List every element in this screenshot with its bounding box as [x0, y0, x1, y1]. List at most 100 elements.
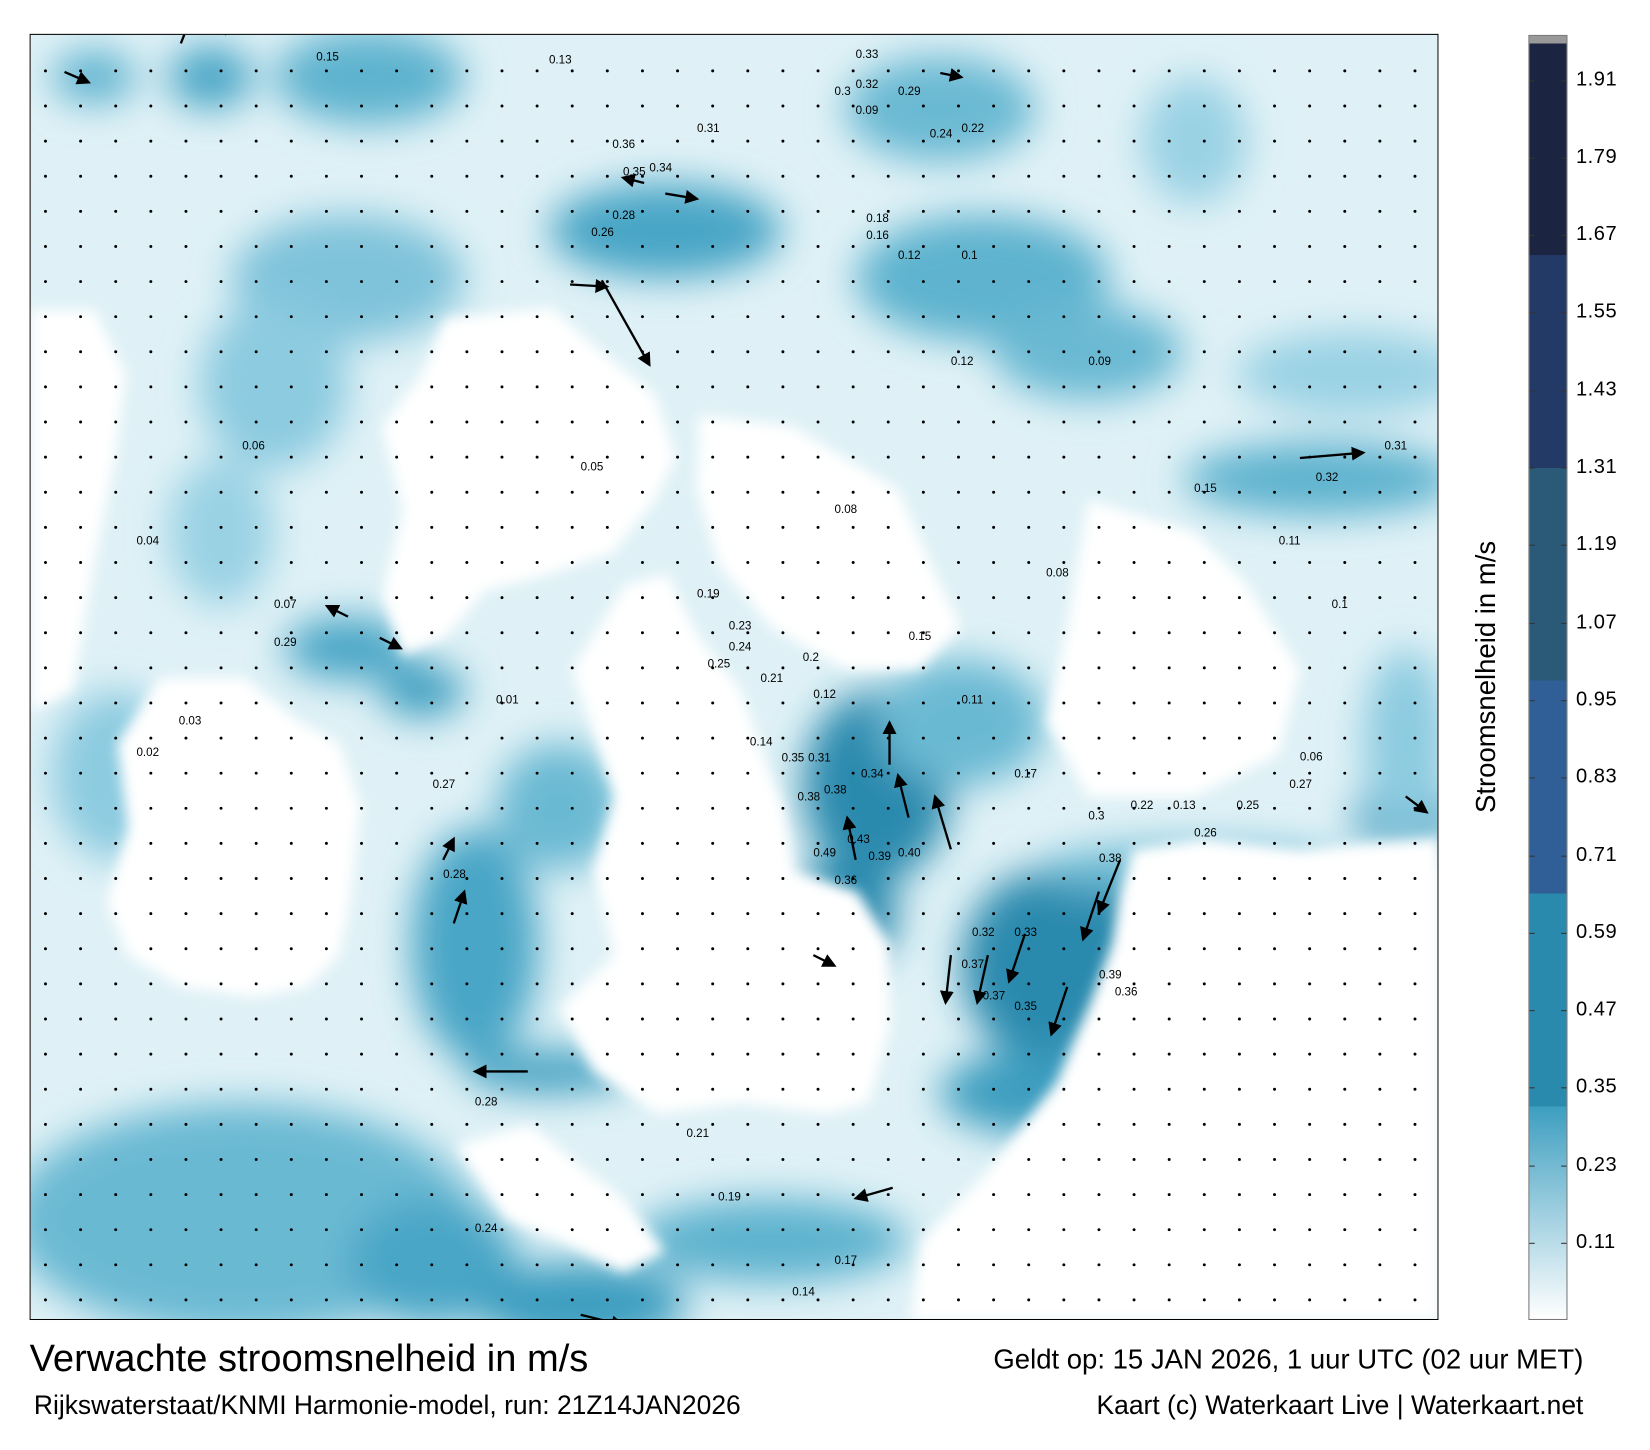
current-vector-dot: [1097, 69, 1101, 73]
colorbar-tick-label: 0.59: [1575, 921, 1618, 944]
current-vector-dot: [1273, 420, 1277, 424]
current-vector-dot: [430, 280, 434, 284]
current-vector-dot: [254, 455, 258, 459]
current-vector-dot: [676, 1298, 680, 1302]
current-vector-dot: [535, 420, 539, 424]
current-vector-dot: [957, 806, 960, 810]
current-vector-dot: [992, 1052, 996, 1056]
current-vector-dot: [851, 420, 855, 424]
current-vector-dot: [430, 1298, 434, 1302]
current-vector-dot: [746, 771, 750, 775]
current-vector-dot: [781, 420, 785, 424]
current-vector-dot: [184, 912, 188, 916]
colorbar-tick-label: 0.23: [1575, 1153, 1618, 1176]
current-vector-dot: [746, 1193, 750, 1197]
current-vector-dot: [676, 280, 680, 284]
speed-label: 0.17: [1014, 767, 1037, 780]
current-vector-dot: [711, 596, 715, 600]
speed-label: 0.27: [433, 778, 456, 791]
current-vector-dot: [1027, 209, 1031, 213]
current-vector-dot: [1343, 1157, 1347, 1161]
current-vector-dot: [1062, 1157, 1066, 1161]
current-vector-dot: [992, 280, 996, 284]
current-vector-dot: [219, 736, 223, 740]
current-vector-dot: [570, 561, 574, 564]
current-vector-dot: [1308, 1228, 1312, 1232]
current-vector-dot: [1062, 947, 1066, 951]
speed-label: 0.29: [274, 636, 297, 649]
current-vector-dot: [605, 561, 609, 564]
current-vector-dot: [1202, 209, 1206, 213]
current-vector-dot: [360, 1157, 364, 1161]
current-vector-dot: [1237, 1122, 1241, 1126]
current-vector-dot: [1062, 244, 1066, 248]
current-vector-dot: [711, 455, 715, 459]
current-vector-dot: [219, 596, 223, 600]
current-vector-dot: [1027, 315, 1031, 319]
current-vector-dot: [1167, 280, 1171, 284]
colorbar-tick-mark: [1529, 157, 1535, 159]
current-vector-dot: [676, 385, 680, 389]
current-vector-dot: [500, 912, 504, 916]
current-vector-dot: [851, 596, 855, 600]
current-vector-dot: [1343, 1052, 1347, 1056]
current-vector-dot: [992, 174, 996, 178]
speed-label: 0.28: [475, 1095, 498, 1108]
current-vector-dot: [921, 1052, 925, 1056]
current-vector-dot: [605, 139, 609, 143]
current-vector-dot: [851, 701, 855, 705]
current-vector-dot: [1132, 666, 1136, 670]
current-vector-dot: [1132, 1157, 1136, 1161]
current-vector-dot: [1343, 736, 1347, 740]
current-vector-dot: [395, 1122, 399, 1126]
current-vector-dot: [1343, 69, 1347, 73]
current-vector-dot: [1308, 174, 1312, 178]
current-vector-dot: [1308, 209, 1312, 213]
current-vector-dot: [676, 701, 680, 705]
current-vector-dot: [360, 1017, 364, 1021]
current-vector-dot: [1343, 841, 1347, 845]
current-vector-dot: [219, 701, 223, 705]
current-vector-dot: [500, 806, 504, 810]
current-vector-dot: [149, 244, 153, 248]
current-vector-dot: [921, 455, 925, 459]
current-vector-dot: [992, 385, 996, 389]
current-vector-dot: [500, 174, 504, 178]
current-vector-dot: [711, 631, 715, 635]
current-vector-dot: [324, 982, 328, 986]
current-vector-dot: [79, 1157, 83, 1161]
colorbar-tick-mark: [1561, 1242, 1567, 1244]
current-vector-dot: [1132, 1263, 1136, 1267]
current-vector-dot: [816, 490, 820, 494]
current-vector-dot: [957, 947, 960, 951]
current-vector-dot: [851, 771, 855, 775]
current-vector-dot: [254, 701, 258, 705]
current-vector-dot: [1308, 982, 1312, 986]
current-arrow: [842, 815, 857, 861]
current-vector-dot: [746, 315, 750, 319]
current-vector-dot: [992, 1263, 996, 1267]
current-vector-dot: [114, 420, 118, 424]
current-vector-dot: [254, 1298, 258, 1302]
current-vector-dot: [816, 139, 820, 143]
current-vector-dot: [640, 596, 644, 600]
current-vector-dot: [1308, 1193, 1312, 1197]
speed-label: 0.26: [591, 226, 614, 239]
current-vector-dot: [992, 315, 996, 319]
current-vector-dot: [676, 1052, 680, 1056]
current-vector-dot: [992, 947, 996, 951]
current-vector-dot: [465, 701, 469, 705]
current-vector-dot: [1413, 385, 1417, 389]
current-vector-dot: [360, 947, 364, 951]
current-vector-dot: [79, 420, 83, 424]
current-vector-dot: [395, 455, 399, 459]
speed-label: 0.15: [316, 50, 339, 63]
current-vector-dot: [1413, 1157, 1417, 1161]
current-vector-dot: [324, 666, 328, 670]
current-vector-dot: [1167, 806, 1171, 810]
current-vector-dot: [79, 1087, 83, 1091]
speed-label: 0.22: [961, 122, 984, 135]
current-vector-dot: [1132, 947, 1136, 951]
current-vector-dot: [957, 244, 960, 248]
current-vector-dot: [1413, 947, 1417, 951]
